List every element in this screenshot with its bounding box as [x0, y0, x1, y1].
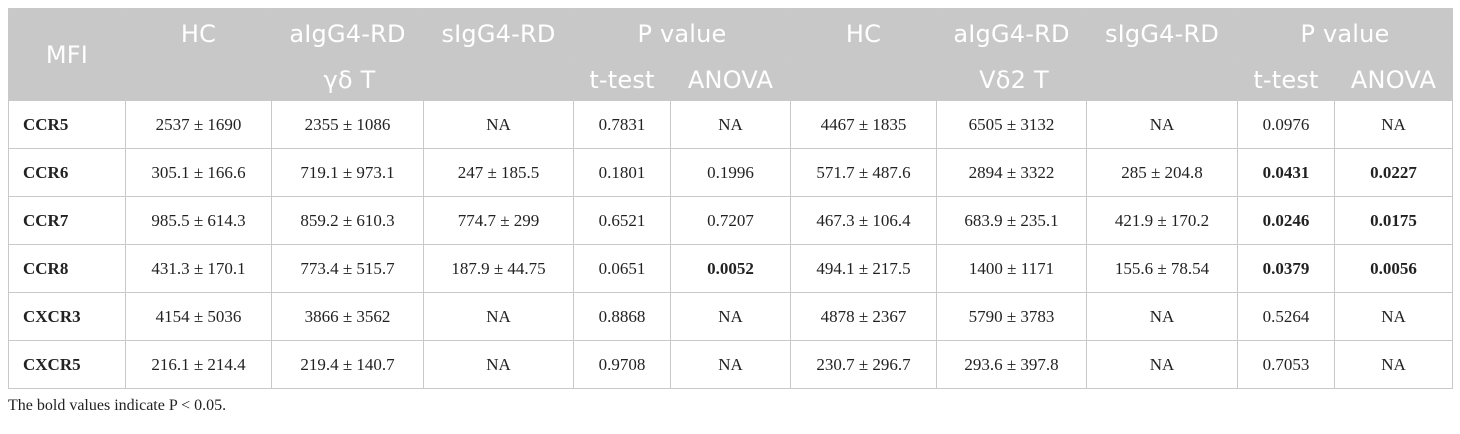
- table-cell: 293.6 ± 397.8: [936, 340, 1087, 389]
- table-cell: NA: [1086, 292, 1238, 341]
- header-g2-pvalue: P value: [1237, 8, 1453, 60]
- row-label: CCR6: [8, 148, 126, 197]
- table-cell: 0.0246: [1237, 196, 1335, 245]
- table-cell: 305.1 ± 166.6: [125, 148, 272, 197]
- table-cell: 421.9 ± 170.2: [1086, 196, 1238, 245]
- table-cell: 0.0227: [1334, 148, 1453, 197]
- table-cell: 230.7 ± 296.7: [790, 340, 937, 389]
- row-label: CCR8: [8, 244, 126, 293]
- header-g2-hc: HC: [790, 8, 937, 60]
- table-cell: 4154 ± 5036: [125, 292, 272, 341]
- table-cell: 216.1 ± 214.4: [125, 340, 272, 389]
- table-cell: NA: [1334, 340, 1453, 389]
- table-cell: NA: [1334, 292, 1453, 341]
- header-g2-anova: ANOVA: [1334, 59, 1453, 101]
- table-cell: NA: [423, 340, 574, 389]
- table-cell: 5790 ± 3783: [936, 292, 1087, 341]
- table-cell: 6505 ± 3132: [936, 100, 1087, 149]
- table-cell: 155.6 ± 78.54: [1086, 244, 1238, 293]
- row-label: CCR7: [8, 196, 126, 245]
- table-cell: 4467 ± 1835: [790, 100, 937, 149]
- table-cell: 1400 ± 1171: [936, 244, 1087, 293]
- table-row: CCR8 431.3 ± 170.1 773.4 ± 515.7 187.9 ± 44…: [8, 244, 1453, 293]
- table-cell: 683.9 ± 235.1: [936, 196, 1087, 245]
- header-g1-pvalue: P value: [573, 8, 791, 60]
- table-cell: 0.0052: [670, 244, 791, 293]
- table-cell: 0.5264: [1237, 292, 1335, 341]
- header-g2-aigg4: aIgG4-RD: [936, 8, 1087, 60]
- header-mfi: MFI: [8, 8, 126, 101]
- table-cell: NA: [423, 100, 574, 149]
- table-cell: NA: [423, 292, 574, 341]
- row-label: CXCR5: [8, 340, 126, 389]
- table-cell: 0.0976: [1237, 100, 1335, 149]
- table-cell: 0.1996: [670, 148, 791, 197]
- table-footnote: The bold values indicate P < 0.05.: [8, 397, 227, 414]
- table-cell: 773.4 ± 515.7: [271, 244, 424, 293]
- header-g1-aigg4: aIgG4-RD: [271, 8, 424, 60]
- table-cell: 0.0379: [1237, 244, 1335, 293]
- table-cell: 571.7 ± 487.6: [790, 148, 937, 197]
- table-row: CXCR3 4154 ± 5036 3866 ± 3562 NA 0.8868 NA 487…: [8, 292, 1453, 341]
- table-body: CCR5 2537 ± 1690 2355 ± 1086 NA 0.7831 NA 4467…: [8, 100, 1453, 389]
- table-container: MFI HC aIgG4-RD sIgG4-RD P value HC aIgG…: [8, 8, 1453, 415]
- table-row: CCR6 305.1 ± 166.6 719.1 ± 973.1 247 ± 185.…: [8, 148, 1453, 197]
- header-g1-anova: ANOVA: [670, 59, 791, 101]
- table-row: CCR7 985.5 ± 614.3 859.2 ± 610.3 774.7 ± 29…: [8, 196, 1453, 245]
- table-cell: 494.1 ± 217.5: [790, 244, 937, 293]
- header-g2-ttest: t-test: [1237, 59, 1335, 101]
- table-header: MFI HC aIgG4-RD sIgG4-RD P value HC aIgG…: [8, 8, 1453, 101]
- table-cell: 985.5 ± 614.3: [125, 196, 272, 245]
- row-label: CXCR3: [8, 292, 126, 341]
- table-cell: 0.7207: [670, 196, 791, 245]
- table-cell: 467.3 ± 106.4: [790, 196, 937, 245]
- table-cell: 3866 ± 3562: [271, 292, 424, 341]
- table-cell: 0.1801: [573, 148, 671, 197]
- header-g2-sigg4: sIgG4-RD: [1086, 8, 1238, 60]
- table-cell: 285 ± 204.8: [1086, 148, 1238, 197]
- header-g1-sigg4: sIgG4-RD: [423, 8, 574, 60]
- table-cell: NA: [1086, 100, 1238, 149]
- table-cell: 2355 ± 1086: [271, 100, 424, 149]
- table-cell: 247 ± 185.5: [423, 148, 574, 197]
- header-g1-hc: HC: [125, 8, 272, 60]
- table-cell: 0.8868: [573, 292, 671, 341]
- table-cell: 859.2 ± 610.3: [271, 196, 424, 245]
- table-cell: NA: [670, 292, 791, 341]
- table-row: CCR5 2537 ± 1690 2355 ± 1086 NA 0.7831 NA 4467…: [8, 100, 1453, 149]
- header-g1-ttest: t-test: [573, 59, 671, 101]
- table-cell: 0.0651: [573, 244, 671, 293]
- table-cell: 719.1 ± 973.1: [271, 148, 424, 197]
- table-cell: 2894 ± 3322: [936, 148, 1087, 197]
- table-cell: NA: [670, 340, 791, 389]
- header-g1-celltype: γδ T: [125, 59, 574, 101]
- table-cell: 774.7 ± 299: [423, 196, 574, 245]
- mfi-table: MFI HC aIgG4-RD sIgG4-RD P value HC aIgG…: [8, 8, 1453, 389]
- table-cell: 0.6521: [573, 196, 671, 245]
- row-label: CCR5: [8, 100, 126, 149]
- table-cell: 2537 ± 1690: [125, 100, 272, 149]
- table-cell: 0.7831: [573, 100, 671, 149]
- table-cell: 431.3 ± 170.1: [125, 244, 272, 293]
- table-cell: NA: [670, 100, 791, 149]
- table-row: CXCR5 216.1 ± 214.4 219.4 ± 140.7 NA 0.9708 N…: [8, 340, 1453, 389]
- table-cell: 0.7053: [1237, 340, 1335, 389]
- table-cell: 0.0056: [1334, 244, 1453, 293]
- table-cell: NA: [1334, 100, 1453, 149]
- header-g2-celltype: Vδ2 T: [790, 59, 1238, 101]
- table-cell: 4878 ± 2367: [790, 292, 937, 341]
- table-cell: 0.0431: [1237, 148, 1335, 197]
- table-cell: 0.9708: [573, 340, 671, 389]
- table-cell: 219.4 ± 140.7: [271, 340, 424, 389]
- table-cell: 0.0175: [1334, 196, 1453, 245]
- table-cell: 187.9 ± 44.75: [423, 244, 574, 293]
- table-cell: NA: [1086, 340, 1238, 389]
